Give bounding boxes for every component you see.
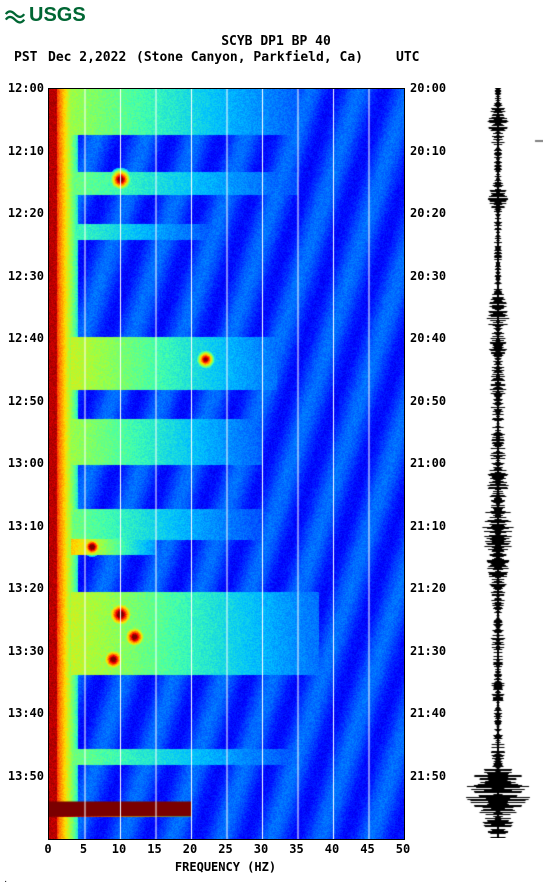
left-tick: 13:10 [8, 519, 44, 533]
bottom-tick: 0 [44, 842, 51, 856]
left-tick: 12:20 [8, 206, 44, 220]
left-tick: 13:30 [8, 644, 44, 658]
right-tick: 21:00 [410, 456, 446, 470]
bottom-tick: 45 [360, 842, 374, 856]
bottom-tick: 40 [325, 842, 339, 856]
logo-text: USGS [29, 4, 86, 27]
waveform-canvas [453, 88, 543, 838]
left-tick: 12:00 [8, 81, 44, 95]
tz-left: PST [14, 50, 37, 65]
right-tick: 21:40 [410, 706, 446, 720]
right-tick: 20:10 [410, 144, 446, 158]
left-tick: 13:50 [8, 769, 44, 783]
bottom-tick: 10 [112, 842, 126, 856]
right-tick: 21:30 [410, 644, 446, 658]
bottom-tick: 5 [80, 842, 87, 856]
bottom-tick: 50 [396, 842, 410, 856]
right-tick: 20:20 [410, 206, 446, 220]
tz-right: UTC [396, 50, 419, 65]
right-tick: 20:50 [410, 394, 446, 408]
right-tick: 20:30 [410, 269, 446, 283]
right-tick: 21:50 [410, 769, 446, 783]
x-axis-label: FREQUENCY (HZ) [48, 860, 403, 874]
left-tick: 13:00 [8, 456, 44, 470]
right-tick: 21:20 [410, 581, 446, 595]
left-tick: 12:40 [8, 331, 44, 345]
left-tick: 12:10 [8, 144, 44, 158]
location: (Stone Canyon, Parkfield, Ca) [136, 50, 363, 65]
bottom-tick: 20 [183, 842, 197, 856]
date: Dec 2,2022 [48, 50, 126, 65]
left-tick: 13:20 [8, 581, 44, 595]
bottom-tick: 30 [254, 842, 268, 856]
left-tick: 12:50 [8, 394, 44, 408]
spectrogram-canvas [49, 89, 404, 839]
right-tick: 21:10 [410, 519, 446, 533]
corner-mark: · [4, 876, 7, 887]
wave-icon [4, 5, 26, 27]
usgs-logo: USGS [4, 4, 86, 27]
right-tick: 20:00 [410, 81, 446, 95]
bottom-tick: 25 [218, 842, 232, 856]
spectrogram-plot [48, 88, 405, 840]
right-tick: 20:40 [410, 331, 446, 345]
bottom-tick: 35 [289, 842, 303, 856]
bottom-tick: 15 [147, 842, 161, 856]
waveform-plot [453, 88, 543, 838]
left-tick: 12:30 [8, 269, 44, 283]
left-tick: 13:40 [8, 706, 44, 720]
chart-title: SCYB DP1 BP 40 [0, 34, 552, 49]
